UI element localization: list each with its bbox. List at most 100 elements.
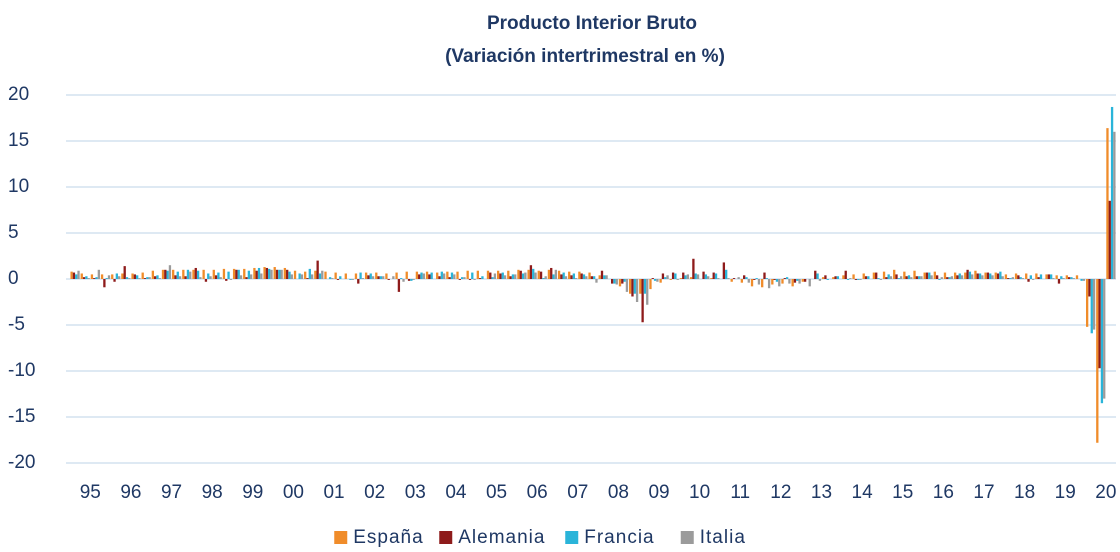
bar — [684, 275, 687, 279]
x-tick-label: 18 — [1014, 482, 1035, 503]
x-tick-label: 19 — [1055, 482, 1076, 503]
bar — [448, 277, 451, 279]
bar — [767, 279, 771, 289]
bar — [682, 272, 685, 279]
bar — [915, 276, 918, 279]
bar — [283, 267, 287, 279]
bar — [986, 272, 990, 279]
bar — [265, 267, 269, 279]
bar — [113, 279, 116, 282]
bar — [1100, 279, 1104, 404]
y-tick-label: -20 — [8, 452, 35, 473]
bar — [842, 275, 845, 279]
bar — [696, 274, 700, 279]
bar — [849, 278, 852, 279]
bar — [527, 269, 530, 279]
bar — [245, 277, 248, 279]
bar — [514, 274, 517, 279]
bar — [351, 279, 354, 280]
bar — [940, 277, 943, 279]
x-tick-label: 05 — [486, 482, 507, 503]
bar — [879, 279, 882, 280]
bar — [958, 273, 961, 279]
bar — [968, 271, 972, 279]
bar — [161, 269, 165, 279]
bar — [239, 275, 243, 279]
bar — [503, 275, 507, 279]
bar — [1035, 273, 1038, 279]
bar — [950, 276, 954, 279]
bar — [255, 270, 258, 279]
bar — [633, 279, 636, 294]
bar — [649, 279, 652, 290]
bar — [468, 279, 472, 280]
bar — [154, 276, 157, 279]
bar — [316, 260, 319, 279]
legend-label: Alemania — [458, 527, 545, 547]
bar — [803, 279, 807, 282]
bar — [544, 276, 547, 279]
bar — [832, 277, 835, 279]
bar — [889, 276, 893, 279]
bar — [623, 279, 626, 282]
bar — [314, 270, 317, 279]
x-tick-label: 07 — [567, 482, 588, 503]
bar — [740, 279, 744, 283]
bar — [209, 276, 212, 279]
bar — [397, 279, 401, 292]
bar — [791, 279, 794, 287]
bar — [77, 270, 80, 279]
x-tick-label: 15 — [892, 482, 913, 503]
bar — [290, 274, 293, 279]
bar — [1055, 275, 1058, 279]
bar — [651, 278, 654, 279]
bar — [232, 268, 236, 279]
bar — [1029, 275, 1032, 279]
bar — [1019, 277, 1022, 279]
bar — [532, 268, 535, 279]
bar — [714, 273, 718, 279]
bar — [369, 273, 372, 279]
bar — [613, 279, 616, 284]
bar — [463, 277, 466, 279]
bar — [852, 274, 855, 279]
bar — [674, 273, 677, 279]
bar — [618, 279, 622, 287]
bar — [857, 279, 860, 280]
bar — [420, 272, 423, 279]
bar — [458, 279, 461, 280]
legend-swatch — [334, 531, 348, 544]
bar — [550, 267, 553, 279]
bar — [85, 276, 88, 279]
bar — [560, 274, 563, 279]
bar — [625, 279, 629, 292]
bar — [189, 271, 192, 279]
bar — [217, 272, 220, 279]
bar — [273, 267, 276, 279]
bar — [202, 269, 205, 279]
bar — [1014, 273, 1018, 279]
bar — [981, 275, 984, 279]
bar — [989, 273, 992, 279]
bar — [212, 269, 215, 279]
bar — [956, 275, 959, 279]
bar — [82, 277, 86, 279]
bar — [755, 278, 758, 279]
bar — [168, 265, 172, 279]
y-tick-label: 15 — [8, 130, 29, 151]
bar — [603, 275, 606, 279]
bar — [385, 273, 388, 279]
bar — [826, 279, 829, 280]
bar — [121, 273, 124, 279]
bar — [788, 279, 791, 284]
bar — [1025, 273, 1028, 279]
bar — [1106, 128, 1109, 279]
bar — [743, 275, 746, 279]
bar — [960, 275, 964, 279]
x-tick-label: 03 — [405, 482, 426, 503]
bar — [1108, 200, 1111, 279]
bar — [418, 274, 421, 279]
bar — [859, 279, 862, 280]
bar — [263, 267, 266, 279]
